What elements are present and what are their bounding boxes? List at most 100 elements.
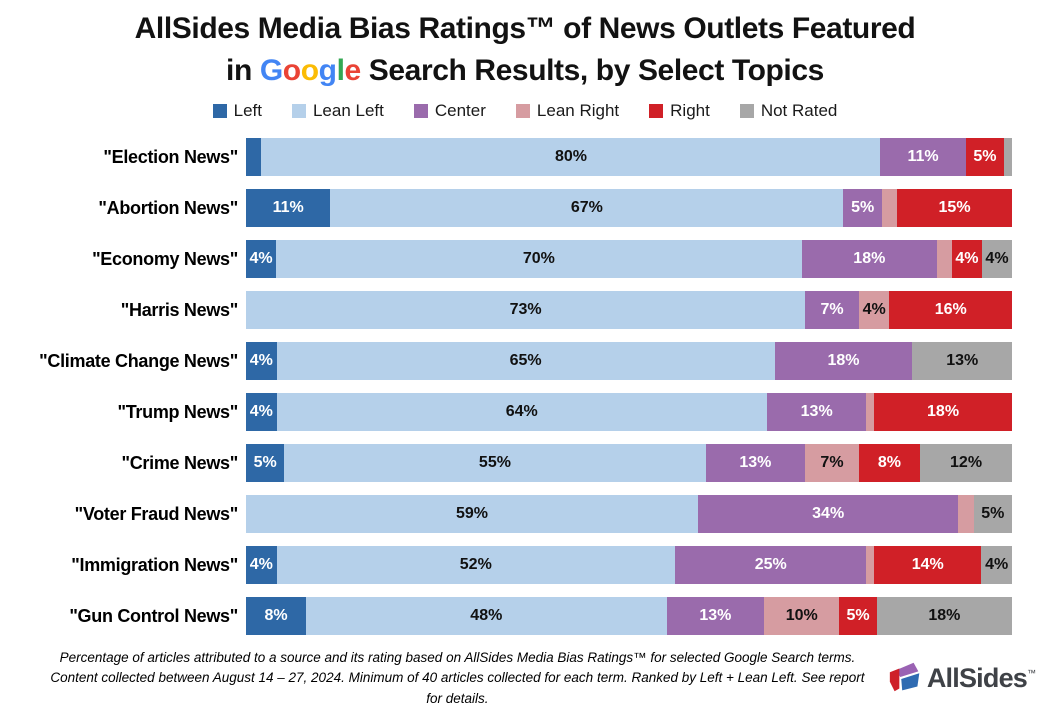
- bar-segment-lean-right: 10%: [764, 597, 840, 635]
- legend: Left Lean Left Center Lean Right Right Not Ra…: [0, 101, 1050, 121]
- stacked-bar: 73% 7% 4% 16%: [246, 291, 1013, 329]
- title-line-2-suffix: Search Results, by Select Topics: [360, 54, 825, 87]
- stacked-bar: 5% 55% 13% 7% 8% 12%: [246, 444, 1012, 482]
- bar-segment-lean-left: 55%: [284, 444, 706, 482]
- bar-segment-not-rated: 4%: [981, 240, 1013, 278]
- legend-item-lean-left: Lean Left: [291, 101, 384, 121]
- bar-segment-left: 4%: [246, 546, 277, 584]
- bar-segment-right: 15%: [897, 189, 1012, 227]
- legend-swatch-icon: [649, 104, 664, 118]
- chart-row-immigration-news: "Immigration News" 4% 52% 25% 14% 4%: [0, 546, 1050, 584]
- title-line-1: AllSides Media Bias Ratings™ of News Out…: [134, 12, 916, 45]
- bar-segment-center: 13%: [705, 444, 806, 482]
- google-letter: e: [344, 54, 362, 87]
- bar-segment-right: 5%: [839, 597, 877, 635]
- bar-segment-left: 4%: [246, 342, 277, 380]
- bar-segment-center: 18%: [774, 342, 913, 380]
- bar-segment-lean-right: 7%: [805, 444, 859, 482]
- bar-segment-lean-left: 59%: [246, 495, 698, 533]
- bar-segment-lean-right: [958, 495, 974, 533]
- stacked-bar: 4% 70% 18% 4% 4%: [246, 240, 1013, 278]
- bar-segment-left: [246, 138, 262, 176]
- google-letter: o: [300, 54, 319, 87]
- legend-item-lean-right: Lean Right: [515, 101, 620, 121]
- bar-segment-center: 34%: [697, 495, 959, 533]
- title-line-2: in Google Search Results, by Select Topi…: [0, 50, 1050, 92]
- bar-segment-center: 18%: [801, 240, 937, 278]
- legend-label: Right: [670, 101, 710, 120]
- legend-swatch-icon: [515, 104, 530, 118]
- footnote: Percentage of articles attributed to a s…: [50, 650, 865, 706]
- chart-row-economy-news: "Economy News" 4% 70% 18% 4% 4%: [0, 240, 1050, 278]
- legend-label: Lean Left: [312, 101, 384, 120]
- legend-item-left: Left: [212, 101, 262, 121]
- row-label: "Climate Change News": [39, 350, 238, 371]
- bar-segment-center: 7%: [805, 291, 859, 329]
- stacked-bar: 80% 11% 5%: [246, 138, 1012, 176]
- stacked-bar: 11% 67% 5% 15%: [246, 189, 1012, 227]
- legend-swatch-icon: [212, 104, 227, 118]
- bar-segment-lean-left: 73%: [246, 291, 806, 329]
- bar-segment-center: 5%: [843, 189, 882, 227]
- bar-segment-center: 25%: [674, 546, 867, 584]
- bar-segment-not-rated: 5%: [973, 495, 1012, 533]
- row-label: "Voter Fraud News": [74, 503, 239, 524]
- allsides-logo-tm: ™: [1027, 668, 1036, 679]
- row-label: "Gun Control News": [69, 605, 238, 626]
- chart-row-abortion-news: "Abortion News" 11% 67% 5% 15%: [0, 189, 1050, 227]
- legend-label: Center: [434, 101, 486, 120]
- bar-segment-lean-right: [936, 240, 952, 278]
- row-label: "Election News": [103, 146, 238, 167]
- legend-label: Lean Right: [536, 101, 620, 120]
- bar-segment-lean-left: 80%: [261, 138, 881, 176]
- title-line-2-prefix: in: [226, 54, 260, 87]
- bar-segment-left: 11%: [246, 189, 331, 227]
- bar-segment-right: 16%: [889, 291, 1013, 329]
- stacked-bar: 59% 34% 5%: [246, 495, 1012, 533]
- bar-segment-right: 14%: [874, 546, 982, 584]
- bar-segment-center: 11%: [880, 138, 966, 176]
- bar-segment-left: 5%: [246, 444, 285, 482]
- row-label: "Immigration News": [71, 554, 238, 575]
- row-label: "Abortion News": [98, 197, 238, 218]
- google-letter: G: [259, 54, 283, 87]
- google-wordmark: Google: [260, 54, 361, 87]
- stacked-bar: 4% 64% 13% 18%: [246, 393, 1012, 431]
- chart-row-crime-news: "Crime News" 5% 55% 13% 7% 8% 12%: [0, 444, 1050, 482]
- row-label: "Harris News": [120, 299, 239, 320]
- footer: Percentage of articles attributed to a s…: [0, 648, 1050, 709]
- bar-segment-lean-left: 67%: [330, 189, 844, 227]
- legend-item-not-rated: Not Rated: [739, 101, 838, 121]
- bar-segment-lean-right: [866, 393, 875, 431]
- bar-segment-left: 4%: [246, 240, 277, 278]
- allsides-logo-text: AllSides: [926, 662, 1028, 693]
- bar-segment-center: 13%: [766, 393, 867, 431]
- legend-item-center: Center: [413, 101, 486, 121]
- bar-segment-left: 4%: [246, 393, 277, 431]
- legend-swatch-icon: [291, 104, 306, 118]
- legend-swatch-icon: [413, 104, 428, 118]
- bar-segment-lean-right: [866, 546, 875, 584]
- allsides-logo: AllSides ™: [887, 659, 1036, 697]
- bar-segment-not-rated: 18%: [876, 597, 1012, 635]
- legend-item-right: Right: [649, 101, 710, 121]
- row-label: "Crime News": [121, 452, 238, 473]
- stacked-bar: 8% 48% 13% 10% 5% 18%: [246, 597, 1012, 635]
- bar-segment-not-rated: 13%: [912, 342, 1012, 380]
- bar-segment-not-rated: 12%: [920, 444, 1012, 482]
- chart-row-climate-change-news: "Climate Change News" 4% 65% 18% 13%: [0, 342, 1050, 380]
- bar-segment-not-rated: [1004, 138, 1012, 176]
- bar-segment-right: 4%: [951, 240, 982, 278]
- legend-label: Not Rated: [760, 101, 838, 120]
- bar-segment-lean-left: 48%: [306, 597, 667, 635]
- bar-segment-lean-left: 64%: [276, 393, 767, 431]
- allsides-pinwheel-icon: [889, 663, 920, 692]
- google-letter: o: [282, 54, 301, 87]
- chart-row-trump-news: "Trump News" 4% 64% 13% 18%: [0, 393, 1050, 431]
- google-letter: l: [336, 54, 345, 87]
- legend-label: Left: [233, 101, 262, 120]
- stacked-bar: 4% 52% 25% 14% 4%: [246, 546, 1012, 584]
- stacked-bar: 4% 65% 18% 13%: [246, 342, 1012, 380]
- row-label: "Economy News": [92, 248, 238, 269]
